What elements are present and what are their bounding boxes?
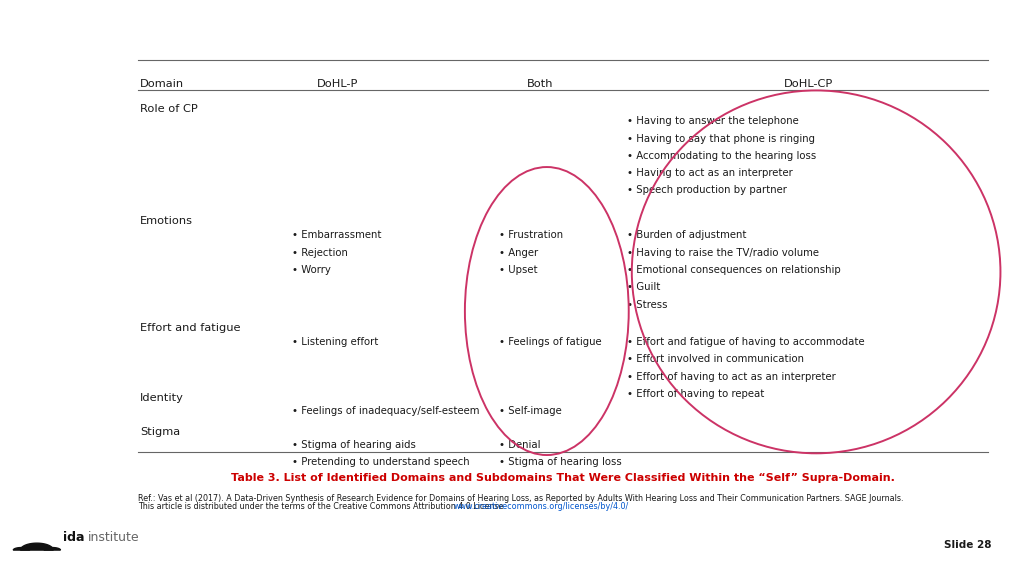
Text: • Speech production by partner: • Speech production by partner xyxy=(627,185,786,195)
Polygon shape xyxy=(13,548,30,550)
Text: Effort and fatigue: Effort and fatigue xyxy=(140,323,241,332)
Text: • Upset: • Upset xyxy=(499,265,538,275)
Text: • Stress: • Stress xyxy=(627,300,668,309)
Text: • Embarrassment: • Embarrassment xyxy=(292,230,381,240)
Text: • Effort of having to act as an interpreter: • Effort of having to act as an interpre… xyxy=(627,372,836,381)
Text: Ref.: Vas et al (2017). A Data-Driven Synthesis of Research Evidence for Domains: Ref.: Vas et al (2017). A Data-Driven Sy… xyxy=(138,494,904,503)
Polygon shape xyxy=(44,548,60,550)
Text: This article is distributed under the terms of the Creative Commons Attribution : This article is distributed under the te… xyxy=(138,502,506,511)
Text: Stigma: Stigma xyxy=(140,427,180,437)
Text: Role of CP: Role of CP xyxy=(140,104,198,113)
Text: ida: ida xyxy=(63,531,85,544)
Text: Both: Both xyxy=(526,79,553,89)
Text: Identity: Identity xyxy=(140,393,184,403)
Text: Domain: Domain xyxy=(140,79,184,89)
Text: • Accommodating to the hearing loss: • Accommodating to the hearing loss xyxy=(627,151,816,161)
Text: • Feelings of inadequacy/self-esteem: • Feelings of inadequacy/self-esteem xyxy=(292,406,479,416)
Text: institute: institute xyxy=(88,531,139,544)
Text: • Self-image: • Self-image xyxy=(499,406,561,416)
Text: DoHL-CP: DoHL-CP xyxy=(784,79,834,89)
Text: • Stigma of hearing aids: • Stigma of hearing aids xyxy=(292,440,416,450)
Text: DoHL-P: DoHL-P xyxy=(317,79,358,89)
Text: • Pretending to understand speech: • Pretending to understand speech xyxy=(292,457,469,467)
Text: • Anger: • Anger xyxy=(499,248,538,257)
Text: • Rejection: • Rejection xyxy=(292,248,348,257)
Text: • Emotional consequences on relationship: • Emotional consequences on relationship xyxy=(627,265,841,275)
Text: • Having to answer the telephone: • Having to answer the telephone xyxy=(627,116,799,126)
Polygon shape xyxy=(20,543,53,550)
Text: • Having to act as an interpreter: • Having to act as an interpreter xyxy=(627,168,793,178)
Text: • Burden of adjustment: • Burden of adjustment xyxy=(627,230,746,240)
Text: Slide 28: Slide 28 xyxy=(944,540,991,550)
Text: • Effort and fatigue of having to accommodate: • Effort and fatigue of having to accomm… xyxy=(627,337,864,347)
Text: www.creativecommons.org/licenses/by/4.0/: www.creativecommons.org/licenses/by/4.0/ xyxy=(454,502,629,511)
Text: • Guilt: • Guilt xyxy=(627,282,660,292)
Text: • Having to say that phone is ringing: • Having to say that phone is ringing xyxy=(627,134,815,143)
Text: • Effort involved in communication: • Effort involved in communication xyxy=(627,354,804,364)
Text: Table 3. List of Identified Domains and Subdomains That Were Classified Within t: Table 3. List of Identified Domains and … xyxy=(231,473,895,483)
Text: • Denial: • Denial xyxy=(499,440,541,450)
Text: • Listening effort: • Listening effort xyxy=(292,337,378,347)
Text: • Frustration: • Frustration xyxy=(499,230,563,240)
Text: • Effort of having to repeat: • Effort of having to repeat xyxy=(627,389,764,399)
Text: Emotions: Emotions xyxy=(140,216,194,226)
Text: • Feelings of fatigue: • Feelings of fatigue xyxy=(499,337,601,347)
Text: • Worry: • Worry xyxy=(292,265,331,275)
Text: • Stigma of hearing loss: • Stigma of hearing loss xyxy=(499,457,622,467)
Text: • Having to raise the TV/radio volume: • Having to raise the TV/radio volume xyxy=(627,248,819,257)
